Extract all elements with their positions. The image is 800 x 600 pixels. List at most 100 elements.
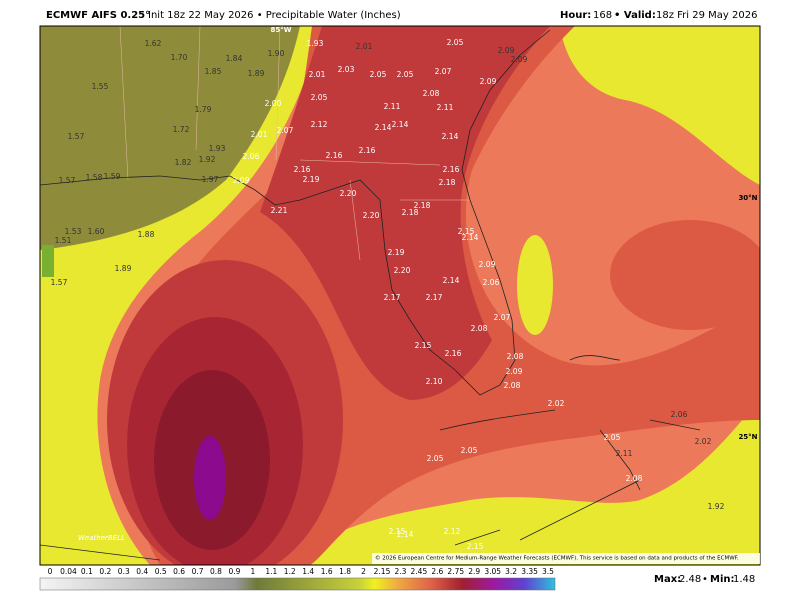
value-label: 1.62 [145, 39, 162, 48]
value-label: 2.17 [384, 293, 401, 302]
value-label: 2.18 [402, 208, 419, 217]
value-label: 1.92 [708, 502, 725, 511]
value-label: 2.14 [392, 120, 409, 129]
value-label: 2.01 [309, 70, 326, 79]
colorbar-label: 0.7 [192, 567, 204, 576]
value-label: 2.05 [427, 454, 444, 463]
value-label: 2.08 [626, 474, 643, 483]
colorbar-label: 0.1 [81, 567, 93, 576]
value-label: 2.05 [311, 93, 328, 102]
colorbar-label: 2 [361, 567, 366, 576]
colorbar-label: 1.4 [302, 567, 314, 576]
colorbar-label: 1.8 [339, 567, 351, 576]
colorbar-label: 1.1 [265, 567, 277, 576]
value-label: 2.11 [384, 102, 401, 111]
point-labels: 1.62 1.70 1.84 1.85 1.89 1.55 1.79 1.57 1.72 1.82… [51, 38, 725, 551]
value-label: 2.21 [271, 206, 288, 215]
colorbar-label: 3.5 [542, 567, 554, 576]
value-label: 2.09 [511, 55, 528, 64]
value-label: 2.16 [326, 151, 343, 160]
value-label: 2.06 [671, 410, 688, 419]
value-label: 2.06 [243, 152, 260, 161]
value-label: 2.12 [311, 120, 328, 129]
value-label: 1.57 [51, 278, 68, 287]
value-label: 1.84 [226, 54, 243, 63]
value-label: 2.08 [423, 89, 440, 98]
value-label: 2.09 [506, 367, 523, 376]
value-label: 1.72 [173, 125, 190, 134]
value-label: 2.16 [445, 349, 462, 358]
lat-label: 30°N [738, 194, 757, 202]
min-label: Min: [710, 574, 735, 585]
value-label: 2.16 [294, 165, 311, 174]
value-label: 2.14 [397, 530, 414, 539]
value-label: 2.14 [375, 123, 392, 132]
value-label: 2.20 [394, 266, 411, 275]
hour: 168 [593, 10, 612, 21]
max-label: Max: [654, 574, 681, 585]
lat-label: 25°N [738, 433, 757, 441]
value-label: 2.05 [461, 446, 478, 455]
value-label: 2.15 [467, 542, 484, 551]
value-label: 1.57 [68, 132, 85, 141]
colorbar-label: 2.75 [447, 567, 464, 576]
value-label: 2.17 [426, 293, 443, 302]
model-title: ECMWF AIFS 0.25° [46, 10, 150, 21]
colorbar-label: 0.3 [118, 567, 130, 576]
value-label: 1.58 [86, 173, 103, 182]
separator: • [702, 574, 708, 585]
colorbar-label: 0.8 [210, 567, 222, 576]
value-label: 2.01 [356, 42, 373, 51]
valid: 18z Fri 29 May 2026 [656, 10, 757, 21]
colorbar-label: 0.5 [155, 567, 167, 576]
value-label: 2.05 [447, 38, 464, 47]
value-label: 1.93 [209, 144, 226, 153]
value-label: 1.85 [205, 67, 222, 76]
value-label: 2.07 [435, 67, 452, 76]
colorbar-label: 3.35 [521, 567, 538, 576]
value-label: 2.05 [397, 70, 414, 79]
value-label: 2.18 [439, 178, 456, 187]
value-label: 1.88 [138, 230, 155, 239]
value-label: 2.18 [414, 201, 431, 210]
colorbar-label: 0 [48, 567, 53, 576]
value-label: 1.51 [55, 236, 72, 245]
colorbar-label: 0.9 [228, 567, 240, 576]
value-label: 1.97 [202, 175, 219, 184]
value-label: 1.89 [248, 69, 265, 78]
logo: WeatherBELL [78, 534, 125, 542]
value-label: 1.53 [65, 227, 82, 236]
colorbar-label: 1.6 [321, 567, 333, 576]
value-label: 2.02 [695, 437, 712, 446]
copyright-bg [372, 553, 760, 564]
colorbar-label: 2.15 [374, 567, 391, 576]
colorbar-label: 2.6 [431, 567, 443, 576]
value-label: 1.59 [104, 172, 121, 181]
value-label: 2.20 [363, 211, 380, 220]
copyright: © 2026 European Centre for Medium-Range … [375, 555, 739, 562]
value-label: 2.16 [443, 165, 460, 174]
value-label: 2.00 [265, 99, 282, 108]
value-label: 1.93 [307, 39, 324, 48]
value-label: 2.09 [233, 176, 250, 185]
value-label: 1.70 [171, 53, 188, 62]
valid-label: • Valid: [614, 10, 656, 21]
hour-label: Hour: [560, 10, 591, 21]
colorbar-label: 0.6 [173, 567, 185, 576]
colorbar-label: 3.05 [484, 567, 501, 576]
colorbar [39, 577, 556, 591]
value-label: 1.89 [115, 264, 132, 273]
colorbar-label: 3.2 [505, 567, 517, 576]
value-label: 1.79 [195, 105, 212, 114]
value-label: 2.09 [480, 77, 497, 86]
value-label: 2.19 [388, 248, 405, 257]
value-label: 2.15 [389, 527, 406, 536]
value-label: 2.05 [370, 70, 387, 79]
value-label: 2.19 [303, 175, 320, 184]
value-label: 2.10 [426, 377, 443, 386]
value-label: 1.60 [88, 227, 105, 236]
value-label: 1.57 [59, 176, 76, 185]
value-label: 2.08 [504, 381, 521, 390]
colorbar-label: 2.9 [468, 567, 480, 576]
value-label: 2.01 [251, 130, 268, 139]
